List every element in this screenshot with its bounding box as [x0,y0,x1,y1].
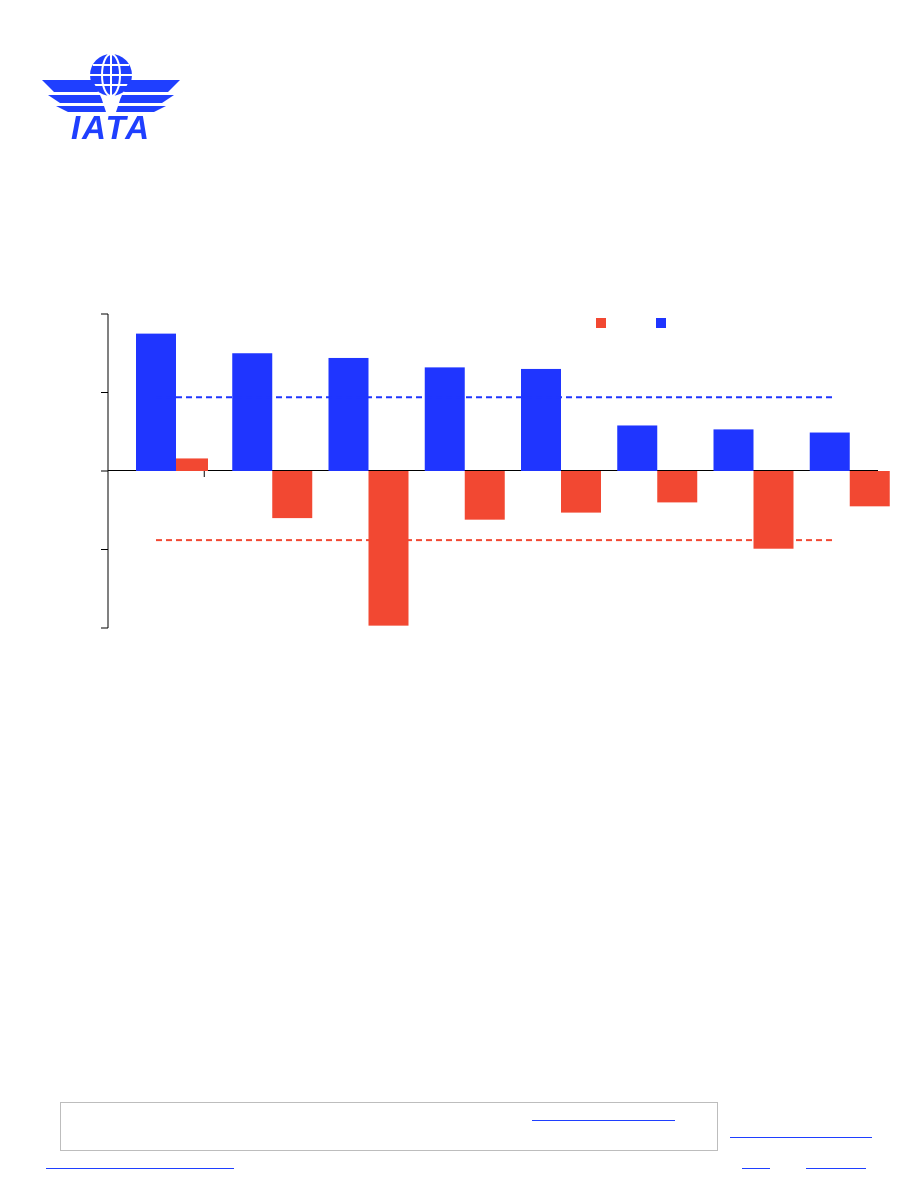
bar-red-2 [368,471,409,626]
bar-blue-7 [809,432,850,471]
logo-text: IATA [71,109,151,142]
bar-blue-6 [713,429,754,471]
bar-red-4 [561,471,601,513]
footer-link-3[interactable] [46,1168,234,1169]
bar-blue-4 [521,368,561,471]
bar-red-1 [272,471,313,519]
reference-lines [156,396,834,542]
bar-red-3 [464,471,505,520]
bar-red-7 [849,471,890,507]
bar-blue-3 [424,367,465,471]
legend-swatch-blue [656,318,666,328]
legend-swatch-red [596,318,606,328]
bar-blue-0 [136,333,176,471]
bar-blue-5 [617,425,658,471]
footer-link-5[interactable] [806,1168,866,1169]
footer-link-2[interactable] [730,1137,872,1138]
footer-box [60,1102,718,1151]
bars [136,333,890,626]
bar-red-0 [176,458,208,471]
bar-chart [101,313,890,629]
iata-logo: IATA [42,53,180,142]
wings-icon [42,80,180,112]
bar-blue-1 [232,353,273,471]
y-ticks [101,313,108,629]
legend [596,318,666,328]
footer-link-4[interactable] [742,1168,770,1169]
bar-red-6 [753,471,794,549]
bar-blue-2 [328,357,369,471]
footer-link-1[interactable] [532,1120,675,1121]
bar-red-5 [657,471,698,503]
